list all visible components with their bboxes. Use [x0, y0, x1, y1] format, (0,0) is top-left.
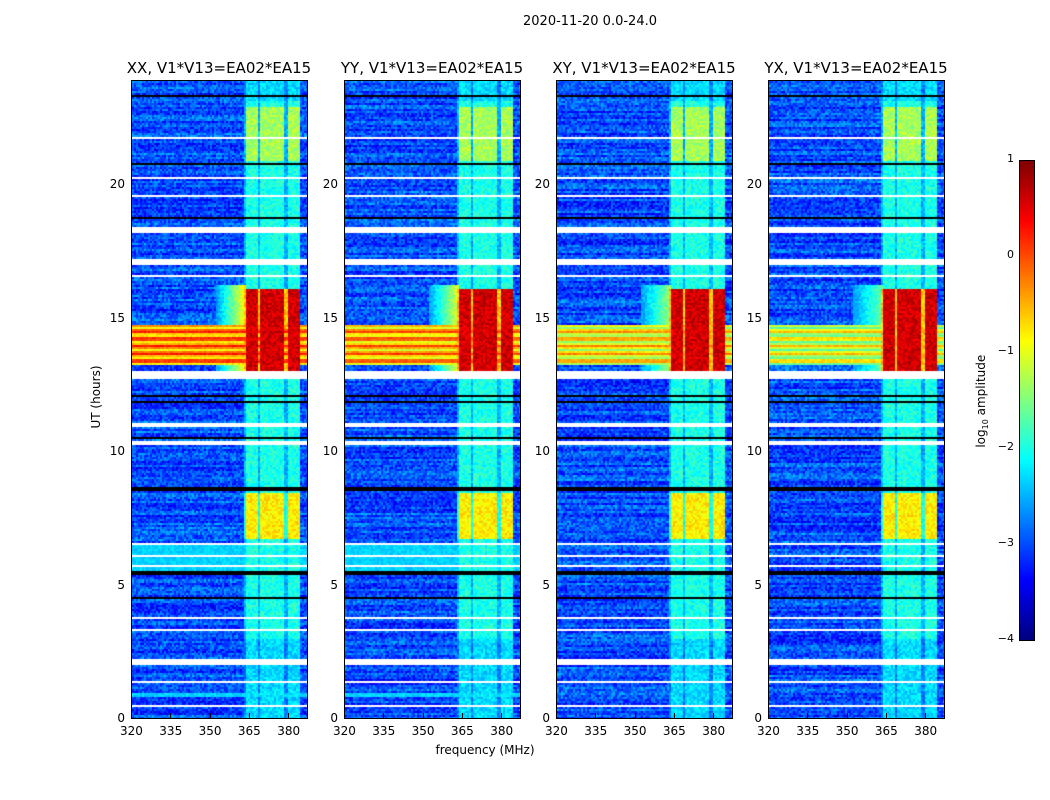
y-tick-label: 15 [322, 310, 338, 325]
colorbar-label: log10 amplitude [973, 354, 991, 448]
x-tick-label: 350 [623, 724, 647, 738]
heatmap-image [557, 81, 732, 718]
x-tick-mark [209, 713, 211, 718]
x-tick-mark [383, 713, 385, 718]
y-tick-label: 20 [109, 177, 125, 191]
x-tick-mark [595, 713, 597, 718]
y-tick-label: 5 [117, 577, 125, 592]
x-tick-label: 365 [662, 724, 686, 738]
x-tick-label: 350 [198, 724, 222, 738]
heatmap-image [345, 81, 520, 718]
y-axis-label: UT (hours) [89, 365, 103, 429]
waterfall-panel [768, 80, 945, 719]
x-tick-label: 380 [490, 724, 514, 738]
x-tick-label: 335 [372, 724, 396, 738]
colorbar-gradient [1020, 161, 1034, 640]
x-tick-label: 350 [411, 724, 435, 738]
x-tick-label: 335 [584, 724, 608, 738]
x-tick-label: 365 [874, 724, 898, 738]
waterfall-panel [344, 80, 521, 719]
figure-title: 2020-11-20 0.0-24.0 [523, 14, 657, 29]
panel-title: YX, V1*V13=EA02*EA15 [764, 59, 948, 77]
y-tick-label: 10 [534, 444, 550, 458]
x-tick-label: 335 [159, 724, 183, 738]
x-tick-mark [673, 713, 675, 718]
x-tick-label: 320 [757, 724, 780, 738]
y-tick-label: 5 [754, 577, 762, 592]
y-tick-label: 10 [322, 444, 338, 458]
x-tick-mark [925, 713, 927, 718]
y-tick-label: 15 [534, 310, 550, 325]
x-tick-label: 380 [277, 724, 301, 738]
heatmap-image [132, 81, 307, 718]
x-tick-label: 320 [333, 724, 356, 738]
colorbar-tick-label: −1 [997, 344, 1014, 357]
y-tick-label: 0 [754, 711, 762, 725]
x-tick-mark [807, 713, 809, 718]
y-tick-label: 15 [109, 310, 125, 325]
x-tick-mark [344, 713, 345, 718]
x-tick-mark [885, 713, 887, 718]
panel-title: YY, V1*V13=EA02*EA15 [340, 59, 524, 77]
y-tick-label: 5 [330, 577, 338, 592]
colorbar-tick-label: 0 [1007, 248, 1014, 261]
x-tick-mark [461, 713, 463, 718]
panel-title: XX, V1*V13=EA02*EA15 [126, 59, 312, 77]
x-tick-label: 335 [796, 724, 820, 738]
y-tick-label: 20 [746, 177, 762, 191]
x-tick-mark [556, 713, 557, 718]
heatmap-image [769, 81, 944, 718]
x-tick-label: 350 [835, 724, 859, 738]
y-tick-label: 0 [542, 711, 550, 725]
x-tick-mark [846, 713, 848, 718]
y-tick-label: 20 [534, 177, 550, 191]
x-axis-label: frequency (MHz) [435, 743, 535, 757]
y-tick-label: 5 [542, 577, 550, 592]
x-tick-mark [170, 713, 172, 718]
y-tick-label: 15 [746, 310, 762, 325]
colorbar-tick-label: 1 [1007, 152, 1014, 165]
x-tick-mark [422, 713, 424, 718]
x-tick-mark [131, 713, 132, 718]
x-tick-mark [501, 713, 503, 718]
y-tick-label: 10 [746, 444, 762, 458]
colorbar-tick-label: −3 [997, 536, 1014, 549]
x-tick-mark [634, 713, 636, 718]
panel-title: XY, V1*V13=EA02*EA15 [552, 59, 736, 77]
colorbar-tick-label: −4 [997, 632, 1014, 645]
y-tick-label: 20 [322, 177, 338, 191]
colorbar-tick-label: −2 [997, 440, 1014, 453]
x-tick-label: 380 [702, 724, 726, 738]
x-tick-label: 380 [914, 724, 938, 738]
y-tick-label: 0 [117, 711, 125, 725]
colorbar [1019, 160, 1035, 641]
x-tick-label: 365 [237, 724, 261, 738]
y-tick-label: 10 [109, 444, 125, 458]
x-tick-label: 365 [450, 724, 474, 738]
x-tick-mark [248, 713, 250, 718]
x-tick-mark [713, 713, 715, 718]
x-tick-mark [288, 713, 290, 718]
x-tick-label: 320 [545, 724, 568, 738]
waterfall-panel [556, 80, 733, 719]
waterfall-panel [131, 80, 308, 719]
y-tick-label: 0 [330, 711, 338, 725]
x-tick-mark [768, 713, 769, 718]
x-tick-label: 320 [120, 724, 143, 738]
